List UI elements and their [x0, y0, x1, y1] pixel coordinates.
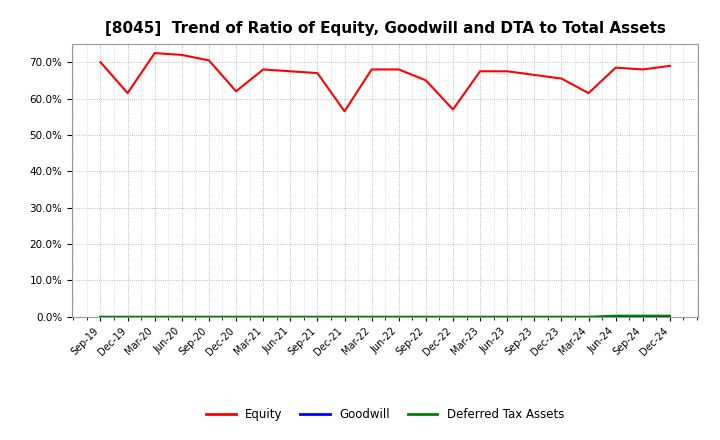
Legend: Equity, Goodwill, Deferred Tax Assets: Equity, Goodwill, Deferred Tax Assets [202, 403, 569, 425]
Title: [8045]  Trend of Ratio of Equity, Goodwill and DTA to Total Assets: [8045] Trend of Ratio of Equity, Goodwil… [105, 21, 665, 36]
